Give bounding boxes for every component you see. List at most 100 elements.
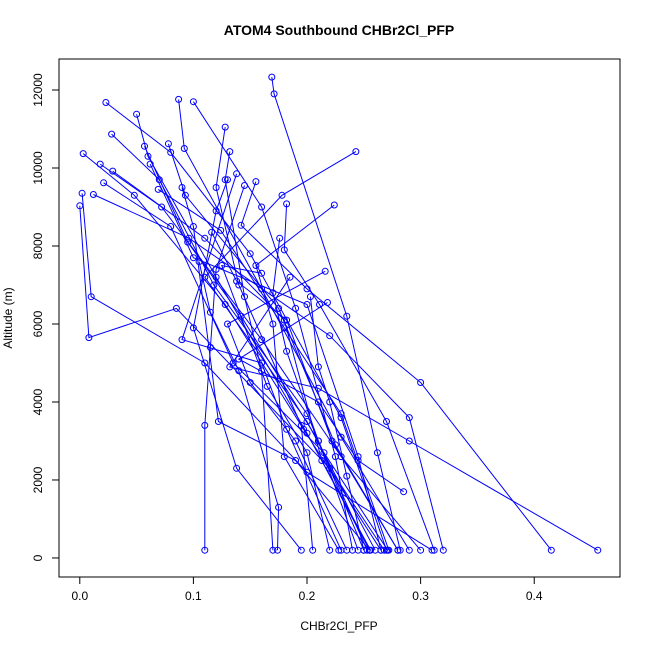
data-point [343,312,351,320]
data-point [352,148,360,156]
data-point [224,320,231,328]
data-point [76,202,84,210]
data-point [297,546,305,554]
profile-line [167,143,399,551]
data-point [330,201,338,209]
data-point [212,273,220,281]
profile-line [226,270,348,551]
data-point [258,359,266,367]
data-point [258,269,266,277]
data-point [268,73,276,81]
data-point [235,281,243,289]
data-point [189,98,197,106]
data-point [280,316,288,324]
data-point [241,293,248,301]
data-point [280,246,288,254]
data-point [233,170,241,178]
data-point [154,185,162,193]
y-tick-label: 2000 [31,466,45,493]
data-point [394,546,402,554]
data-point [337,410,345,418]
y-tick-label: 10000 [31,151,45,185]
data-point [335,546,343,554]
data-point [85,334,93,342]
data-point [258,367,266,375]
data-point [326,398,334,406]
data-point [383,418,390,425]
y-tick-label: 8000 [31,232,45,259]
data-point [297,421,305,429]
profile-line [111,133,365,551]
data-point [274,546,281,554]
data-point [246,250,254,258]
data-point [226,363,234,371]
data-point [184,238,192,246]
profile-line [221,264,331,551]
data-point [417,546,425,554]
data-point [155,176,163,184]
data-point [102,99,110,106]
data-point [237,312,245,320]
x-axis: 0.0 0.1 0.2 0.3 0.4 [71,576,543,603]
data-point [146,160,154,168]
data-point [283,200,291,208]
data-point [280,453,288,461]
data-point [439,546,447,554]
data-point [263,382,271,390]
data-point [252,178,260,186]
data-point [303,468,311,476]
data-point [226,148,234,156]
data-point [210,281,218,289]
profile-line [228,276,599,551]
data-point [430,546,438,554]
data-point [373,449,381,457]
data-point [167,223,175,230]
profile-line [79,205,385,551]
data-point [96,160,104,168]
data-point [189,254,197,262]
data-point [235,367,243,375]
data-point [89,191,97,198]
data-point [233,464,241,472]
data-point [237,221,245,229]
data-point [189,324,197,332]
data-point [141,142,148,150]
data-point [212,207,220,215]
x-tick-label: 0.2 [299,589,316,603]
data-point [417,379,425,386]
profile-line [211,232,399,551]
profile-line [255,204,340,551]
x-tick-label: 0.0 [71,589,88,603]
data-point [201,546,209,554]
data-point [594,546,602,554]
data-point [212,184,220,191]
data-point [303,410,311,418]
profile-line [149,163,382,551]
profile-line [283,203,435,551]
chart-title: ATOM4 Southbound CHBr2Cl_PFP [224,22,454,38]
data-point [258,285,266,293]
data-point [316,301,323,308]
data-point [178,336,186,344]
data-point [314,437,322,445]
data-point [292,457,300,464]
data-point [396,546,404,554]
data-point [269,546,277,554]
data-point [195,258,203,266]
data-point [303,301,311,308]
data-point [167,148,175,156]
profile-line [204,151,376,551]
data-point [314,363,322,371]
data-point [306,293,314,301]
data-point [235,355,243,363]
data-point [328,437,336,445]
data-point [354,457,362,464]
data-point [303,285,311,293]
data-point [428,546,436,554]
data-point [78,189,86,197]
data-point [321,267,329,275]
data-point [314,398,322,406]
data-point [258,336,266,344]
data-point [172,304,180,312]
